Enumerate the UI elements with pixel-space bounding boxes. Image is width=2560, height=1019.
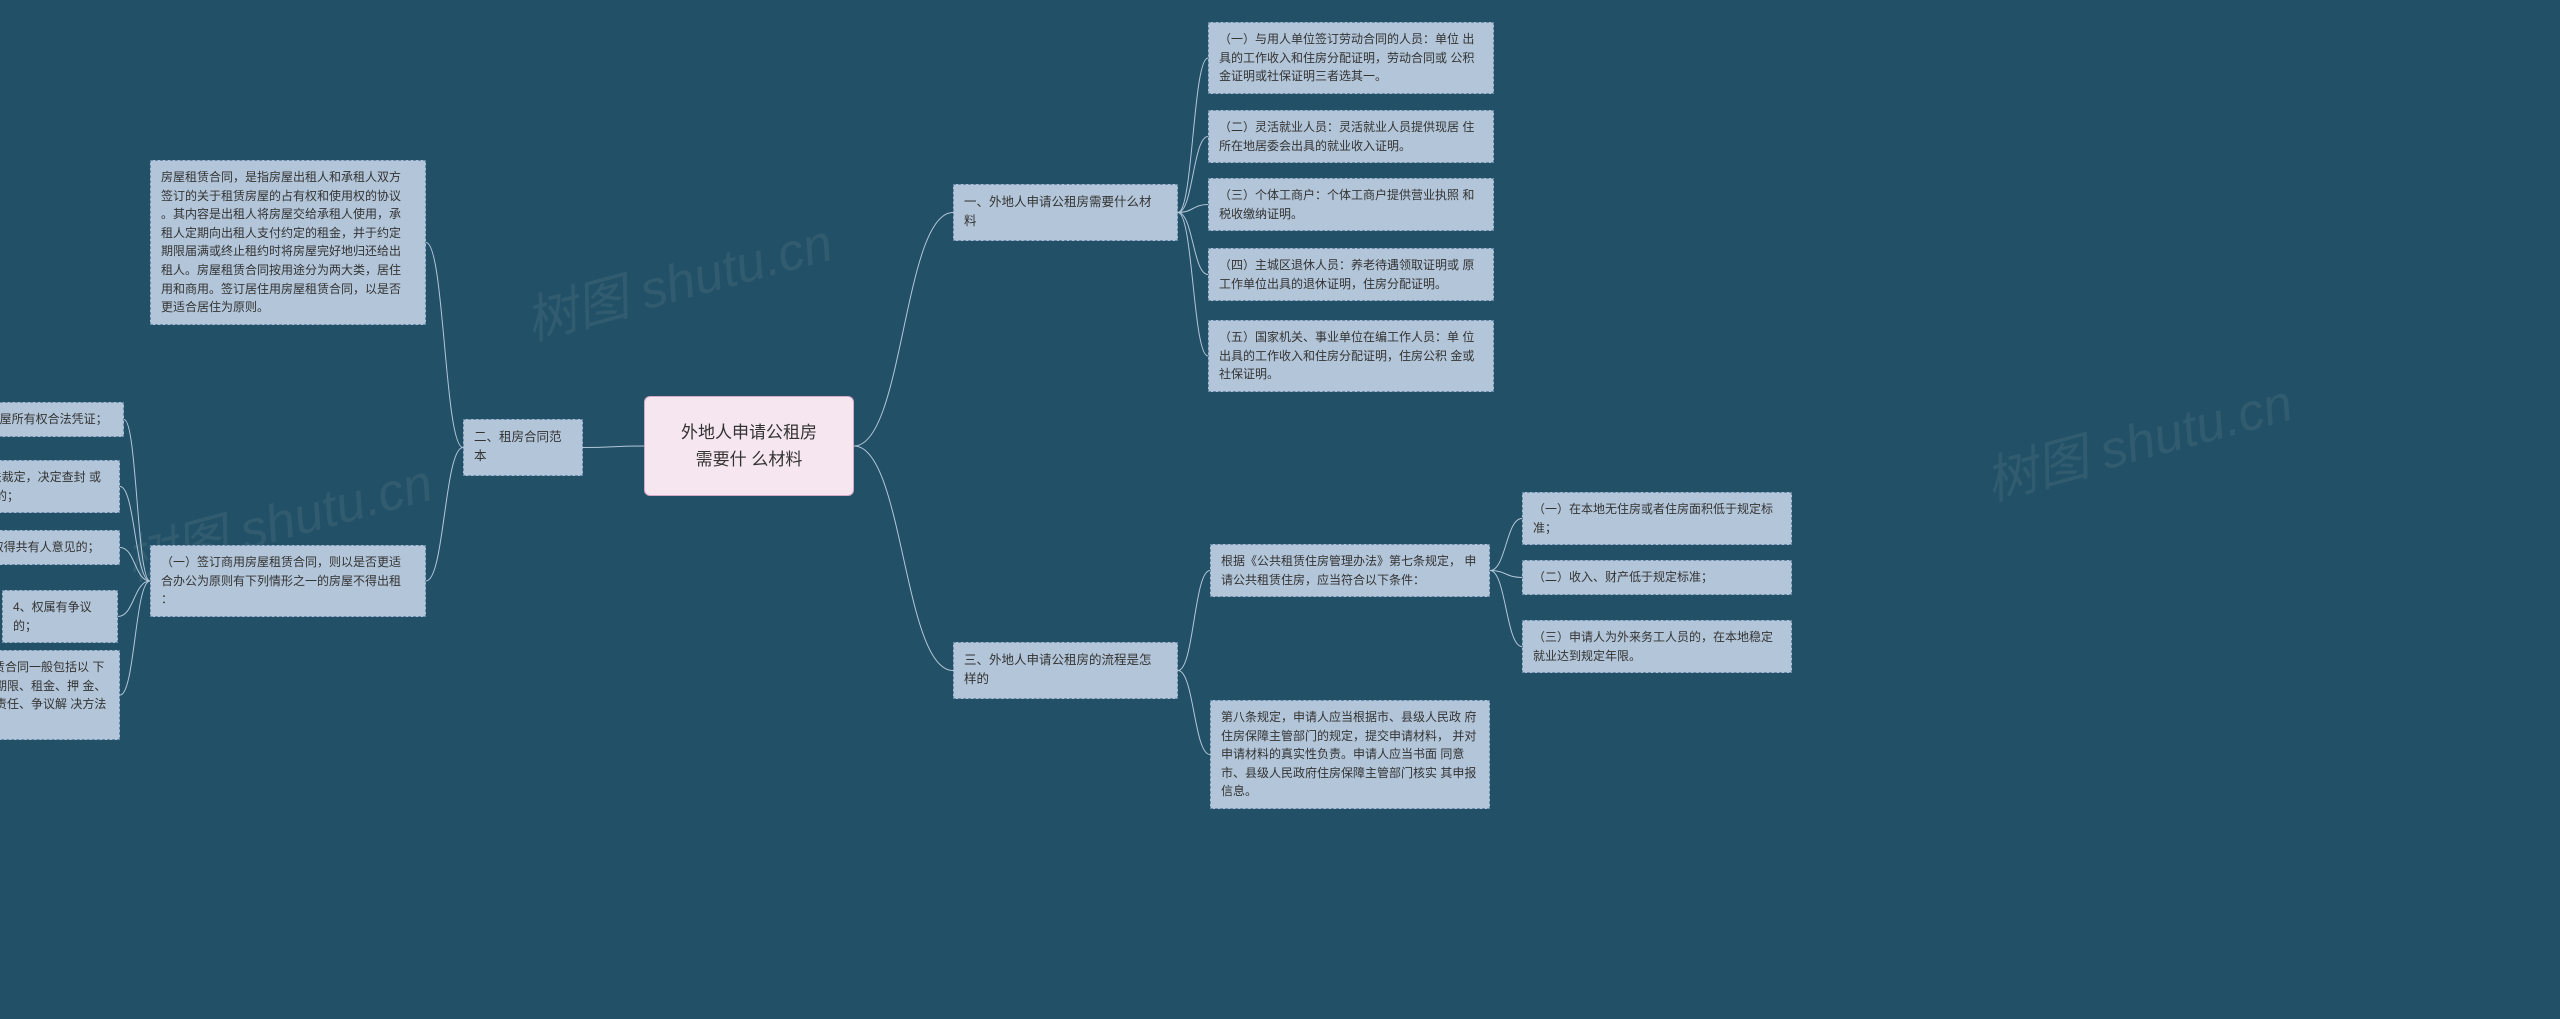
leaf-node: （三）申请人为外来务工人员的，在本地稳定 就业达到规定年限。 [1522, 620, 1792, 673]
leaf-node: （一）在本地无住房或者住房面积低于规定标 准； [1522, 492, 1792, 545]
leaf-node: （二）收入、财产低于规定标准； [1522, 560, 1792, 595]
branch-node: 三、外地人申请公租房的流程是怎 样的 [953, 642, 1178, 699]
leaf-node: 2、司法机关和行政机关依法裁定，决定查封 或者其它形式限制房地产权利的； [0, 460, 120, 513]
leaf-node: （四）主城区退休人员：养老待遇领取证明或 原工作单位出具的退休证明，住房分配证明… [1208, 248, 1494, 301]
watermark: 树图 shutu.cn [1976, 361, 2300, 515]
leaf-node: 4、权属有争议的； [2, 590, 118, 643]
leaf-node: （一）签订商用房屋租赁合同，则以是否更适 合办公为原则有下列情形之一的房屋不得出… [150, 545, 426, 617]
leaf-node: （三）个体工商户：个体工商户提供营业执照 和税收缴纳证明。 [1208, 178, 1494, 231]
branch-node: 一、外地人申请公租房需要什么材 料 [953, 184, 1178, 241]
leaf-node: 3、共有房屋未取得共有人意见的； [0, 530, 120, 565]
watermark: 树图 shutu.cn [516, 201, 840, 355]
leaf-node: 房屋租赁合同，是指房屋出租人和承租人双方 签订的关于租赁房屋的占有权和使用权的协… [150, 160, 426, 325]
leaf-node: （一）与用人单位签订劳动合同的人员：单位 出具的工作收入和住房分配证明，劳动合同… [1208, 22, 1494, 94]
branch-node: 二、租房合同范本 [463, 419, 583, 476]
leaf-node: 第八条规定，申请人应当根据市、县级人民政 府住房保障主管部门的规定，提交申请材料… [1210, 700, 1490, 809]
center-node: 外地人申请公租房需要什 么材料 [644, 396, 854, 496]
leaf-node: （二）灵活就业人员：灵活就业人员提供现居 住所在地居委会出具的就业收入证明。 [1208, 110, 1494, 163]
leaf-node: （五）国家机关、事业单位在编工作人员：单 位出具的工作收入和住房分配证明，住房公… [1208, 320, 1494, 392]
leaf-node: 根据《公共租赁住房管理办法》第七条规定， 申请公共租赁住房，应当符合以下条件： [1210, 544, 1490, 597]
leaf-node: 1、没有房屋所有权合法凭证； [0, 402, 124, 437]
leaf-node: 5、属于违法建筑的;房屋租赁合同一般包括以 下要素：房屋基本情况、租赁期限、租金… [0, 650, 120, 740]
